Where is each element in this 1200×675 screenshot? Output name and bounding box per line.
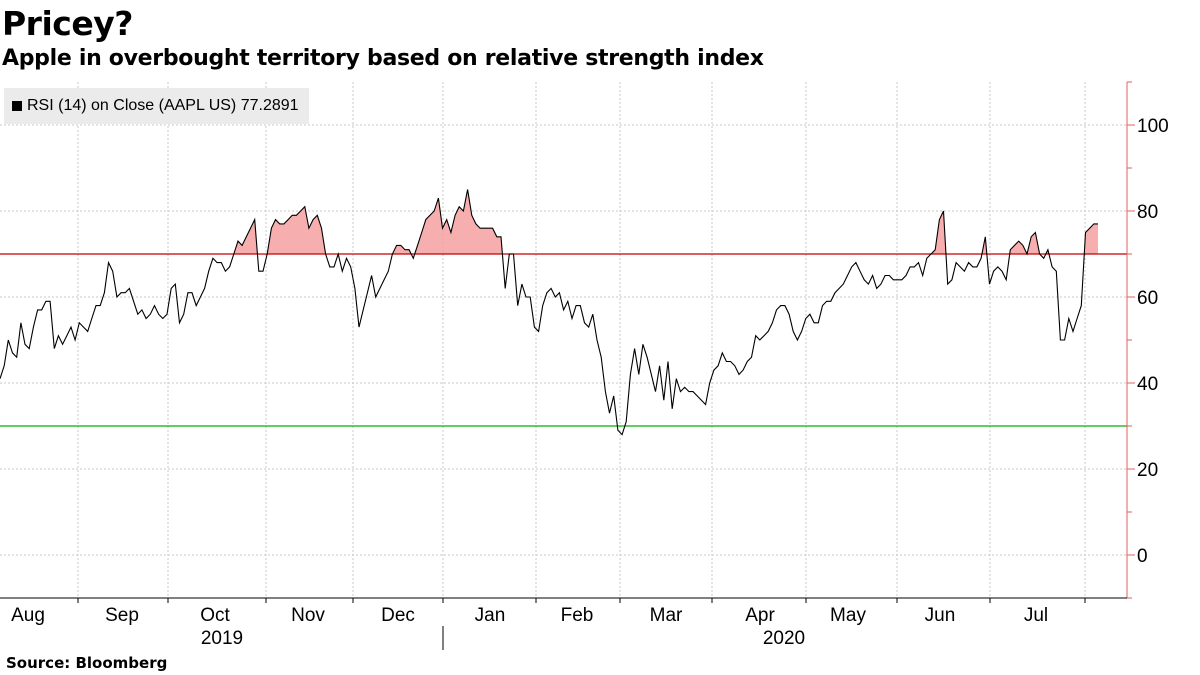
x-year-label-2020: 2020: [763, 628, 805, 649]
overbought-fill: [1009, 241, 1028, 254]
y-tick-label-20: 20: [1137, 460, 1158, 481]
overbought-fill-areas: [233, 189, 1098, 254]
y-tick-label-0: 0: [1137, 546, 1148, 567]
y-tick-label-40: 40: [1137, 374, 1158, 395]
x-tick-label-jul: Jul: [1024, 605, 1048, 626]
y-tick-label-80: 80: [1137, 202, 1158, 223]
x-tick-label-jun: Jun: [925, 605, 956, 626]
x-tick-label-nov: Nov: [291, 605, 325, 626]
axes: [0, 81, 1135, 599]
x-tick-label-mar: Mar: [650, 605, 683, 626]
x-tick-label-may: May: [830, 605, 866, 626]
y-tick-label-100: 100: [1137, 116, 1169, 137]
overbought-fill: [414, 189, 503, 254]
legend: RSI (14) on Close (AAPL US) 77.2891: [4, 88, 309, 124]
x-tick-label-feb: Feb: [561, 605, 594, 626]
overbought-fill: [1084, 223, 1098, 254]
rsi-series-line: [0, 189, 1098, 436]
x-year-label-2019: 2019: [201, 628, 243, 649]
source-note: Source: Bloomberg: [6, 654, 168, 672]
x-tick-label-oct: Oct: [200, 605, 230, 626]
x-tick-label-apr: Apr: [745, 605, 775, 626]
x-tick-label-dec: Dec: [381, 605, 415, 626]
overbought-fill: [931, 211, 946, 254]
grid-lines: [0, 82, 1127, 598]
overbought-fill: [267, 206, 326, 254]
x-tick-label-sep: Sep: [105, 605, 139, 626]
legend-label: RSI (14) on Close (AAPL US) 77.2891: [27, 97, 299, 114]
x-tick-label-jan: Jan: [475, 605, 506, 626]
y-tick-label-60: 60: [1137, 288, 1158, 309]
y-axis-ticks: 0 20 40 60 80 100: [1137, 116, 1169, 567]
x-tick-label-aug: Aug: [11, 605, 45, 626]
legend-swatch-icon: [12, 101, 22, 111]
overbought-fill: [233, 219, 258, 254]
overbought-fill: [392, 245, 412, 254]
x-axis-ticks: Aug Sep Oct Nov Dec Jan Feb Mar Apr May Jun Jul 2019…: [11, 598, 1086, 650]
chart-title: Pricey?: [2, 4, 133, 43]
chart-subtitle: Apple in overbought territory based on r…: [2, 46, 764, 71]
